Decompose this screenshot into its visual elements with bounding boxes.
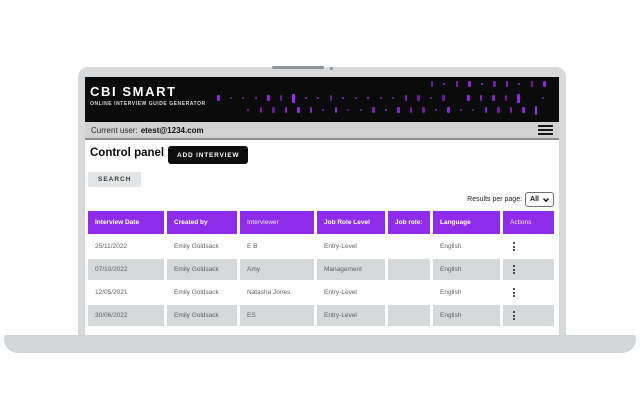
cell-interviewer: Amy xyxy=(240,259,314,280)
control-panel: Control panel ADD INTERVIEW SEARCH Resul… xyxy=(85,140,559,333)
header-dot-pattern xyxy=(215,77,554,122)
cell-job-role-level: Management xyxy=(317,259,385,280)
cell-created-by: Emily Goldsack xyxy=(167,259,237,280)
cell-actions xyxy=(503,305,554,326)
hamburger-menu-icon[interactable] xyxy=(538,124,553,136)
cell-language: English xyxy=(433,259,500,280)
table-row: 07/10/2022 Emily Goldsack Amy Management Eng… xyxy=(88,259,555,280)
table-row: 25/11/2022 Emily Goldsack E B Entry-Level En… xyxy=(88,236,555,257)
user-bar: Current user: etest@1234.com xyxy=(85,122,559,140)
kebab-menu-icon[interactable] xyxy=(510,308,518,323)
cell-created-by: Emily Goldsack xyxy=(167,282,237,303)
cell-language: English xyxy=(433,282,500,303)
brand-subtitle: ONLINE INTERVIEW GUIDE GENERATOR xyxy=(90,101,206,107)
table-row: 30/06/2022 Emily Goldsack ES Entry-Level Eng… xyxy=(88,305,555,326)
cell-job-role xyxy=(388,259,430,280)
cell-interview-date: 30/06/2022 xyxy=(88,305,164,326)
cell-interviewer: E B xyxy=(240,236,314,257)
current-user-email: etest@1234.com xyxy=(140,125,204,135)
results-per-page: Results per page: All xyxy=(467,192,554,207)
cell-interview-date: 07/10/2022 xyxy=(88,259,164,280)
app-header: CBI SMART ONLINE INTERVIEW GUIDE GENERAT… xyxy=(85,77,559,122)
kebab-menu-icon[interactable] xyxy=(510,285,518,300)
laptop-screen-bezel: CBI SMART ONLINE INTERVIEW GUIDE GENERAT… xyxy=(78,66,566,335)
cell-language: English xyxy=(433,305,500,326)
cell-language: English xyxy=(433,236,500,257)
cell-job-role-level: Entry-Level xyxy=(317,236,385,257)
cell-interviewer: ES xyxy=(240,305,314,326)
brand-title: CBI SMART xyxy=(90,84,177,99)
cell-actions xyxy=(503,282,554,303)
kebab-menu-icon[interactable] xyxy=(510,262,518,277)
search-button[interactable]: SEARCH xyxy=(88,172,142,187)
current-user-label: Current user: xyxy=(91,125,138,135)
cell-job-role xyxy=(388,282,430,303)
cell-interviewer: Natasha Jones xyxy=(240,282,314,303)
brand-logo: CBI SMART ONLINE INTERVIEW GUIDE GENERAT… xyxy=(90,84,206,107)
results-per-page-select[interactable]: All xyxy=(525,192,554,207)
cell-created-by: Emily Goldsack xyxy=(167,236,237,257)
cell-interview-date: 12/05/2021 xyxy=(88,282,164,303)
cell-job-role-level: Entry-Level xyxy=(317,305,385,326)
table-row: 12/05/2021 Emily Goldsack Natasha Jones Ent… xyxy=(88,282,555,303)
cell-actions xyxy=(503,259,554,280)
results-per-page-label: Results per page: xyxy=(467,196,523,203)
page-title: Control panel xyxy=(90,147,165,159)
cell-job-role xyxy=(388,305,430,326)
app-window: CBI SMART ONLINE INTERVIEW GUIDE GENERAT… xyxy=(85,77,559,335)
column-header-created-by[interactable]: Created by xyxy=(167,211,237,234)
kebab-menu-icon[interactable] xyxy=(510,239,518,254)
column-header-interviewer[interactable]: Interviewer xyxy=(240,211,314,234)
column-header-language[interactable]: Language xyxy=(433,211,500,234)
column-header-actions[interactable]: Actions xyxy=(503,211,554,234)
laptop-base xyxy=(4,335,636,353)
cell-job-role xyxy=(388,236,430,257)
cell-job-role-level: Entry-Level xyxy=(317,282,385,303)
add-interview-button[interactable]: ADD INTERVIEW xyxy=(168,146,249,164)
cell-actions xyxy=(503,236,554,257)
camera-dot xyxy=(330,67,333,70)
interviews-table: Interview Date Created by Interviewer Job R… xyxy=(88,211,555,328)
cell-interview-date: 25/11/2022 xyxy=(88,236,164,257)
table-header-row: Interview Date Created by Interviewer Job R… xyxy=(88,211,555,234)
results-per-page-value: All xyxy=(530,196,539,203)
chevron-down-icon xyxy=(543,197,549,202)
column-header-job-role[interactable]: Job role: xyxy=(388,211,430,234)
column-header-interview-date[interactable]: Interview Date xyxy=(88,211,164,234)
column-header-job-role-level[interactable]: Job Role Level xyxy=(317,211,385,234)
camera-notch xyxy=(272,66,324,69)
cell-created-by: Emily Goldsack xyxy=(167,305,237,326)
